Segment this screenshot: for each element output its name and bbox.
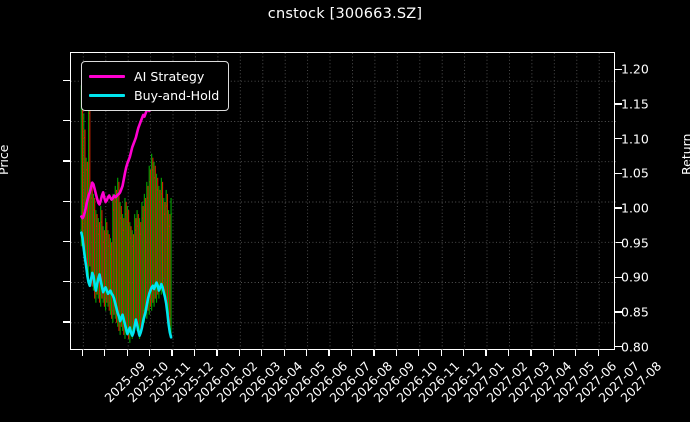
x-tick-mark	[81, 350, 83, 356]
x-tick-mark	[216, 350, 218, 356]
x-tick-mark	[597, 350, 599, 356]
y-tick-mark-right	[615, 346, 622, 348]
legend-label: Buy-and-Hold	[134, 88, 220, 103]
x-tick-mark	[552, 350, 554, 356]
y-tick-mark-right	[615, 276, 622, 279]
chart-legend: AI Strategy Buy-and-Hold	[81, 61, 230, 111]
y-tick-mark-right	[615, 311, 622, 313]
chart-title: cnstock [300663.SZ]	[267, 6, 423, 22]
x-tick-mark	[350, 350, 353, 356]
y-tick-label-right: 1.05	[621, 165, 649, 181]
x-tick-mark	[395, 350, 397, 356]
x-tick-mark	[328, 350, 330, 356]
x-tick-mark	[305, 350, 308, 356]
y-tick-label-right: 1.00	[621, 200, 649, 216]
legend-color-swatch	[89, 93, 125, 98]
y-tick-mark-right	[615, 207, 622, 209]
y-tick-mark-right	[615, 138, 622, 140]
x-tick-mark	[171, 350, 173, 356]
y-tick-mark-right	[615, 103, 622, 105]
x-tick-mark	[373, 350, 375, 356]
x-tick-mark	[238, 350, 240, 356]
legend-color-swatch	[89, 74, 125, 79]
x-tick-mark	[193, 350, 196, 356]
x-tick-mark	[462, 350, 465, 356]
y-tick-label-right: 1.20	[621, 61, 649, 77]
y-tick-mark-right	[615, 172, 622, 175]
x-tick-mark	[126, 350, 128, 356]
y-tick-label-right: 0.90	[621, 269, 649, 285]
y-tick-mark-left	[63, 240, 70, 243]
plot-area: AI Strategy Buy-and-Hold	[70, 52, 616, 351]
y-tick-label-right: 0.80	[621, 339, 649, 355]
x-tick-mark	[261, 350, 263, 356]
grid-layer	[71, 53, 616, 351]
y-tick-mark-right	[615, 242, 622, 244]
x-tick-mark	[485, 350, 487, 356]
y-tick-mark-left	[63, 200, 70, 202]
x-tick-mark	[575, 350, 577, 356]
y-tick-label-right: 1.10	[621, 131, 649, 147]
x-tick-mark	[440, 350, 442, 356]
x-tick-mark	[104, 350, 106, 356]
y-axis-label-right: Return	[679, 133, 690, 175]
y-tick-label-right: 0.95	[621, 235, 649, 251]
legend-entry: AI Strategy	[89, 67, 219, 86]
x-tick-mark	[507, 350, 510, 356]
y-tick-mark-left	[63, 160, 70, 162]
legend-label: AI Strategy	[134, 69, 205, 84]
x-tick-mark	[530, 350, 532, 356]
x-tick-mark	[418, 350, 420, 356]
y-tick-mark-left	[63, 281, 70, 283]
y-tick-mark-left	[63, 119, 70, 122]
x-tick-mark	[283, 350, 285, 356]
data-layer	[71, 53, 614, 349]
legend-entry: Buy-and-Hold	[89, 86, 219, 105]
y-tick-mark-left	[63, 321, 70, 323]
y-tick-label-right: 0.85	[621, 304, 649, 320]
y-tick-mark-right	[615, 68, 622, 71]
y-tick-label-right: 1.15	[621, 96, 649, 112]
x-tick-mark	[148, 350, 151, 356]
y-axis-label-left: Price	[0, 144, 11, 176]
y-tick-mark-left	[63, 79, 70, 81]
